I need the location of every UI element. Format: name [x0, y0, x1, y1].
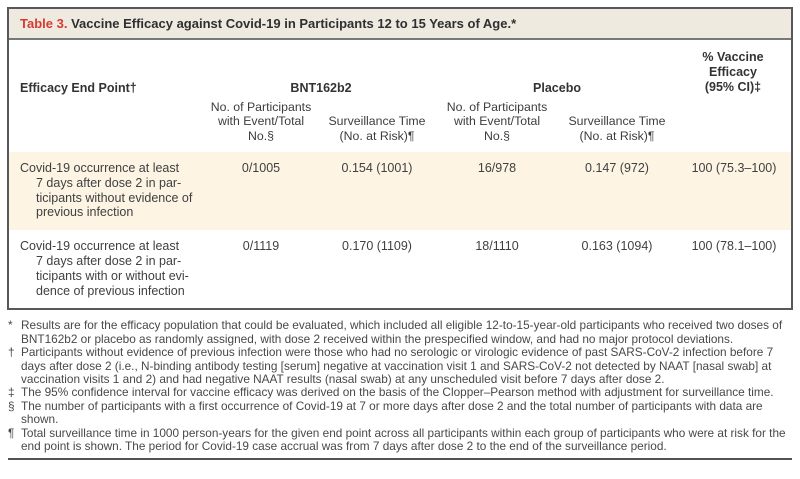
footnote-text: Participants without evidence of previou… — [21, 345, 774, 386]
column-header-efficacy-end-point: Efficacy End Point† — [20, 81, 137, 95]
group-header-bnt162b2: BNT162b2 — [290, 81, 352, 95]
table-number: Table 3. — [20, 16, 68, 31]
placebo-events-value: 18/1110 — [475, 239, 519, 254]
column-header-vaccine-efficacy: % Vaccine Efficacy (95% CI)‡ — [702, 50, 764, 94]
group-header-placebo: Placebo — [533, 81, 581, 95]
endpoint-label: Covid-19 occurrence at least 7 days afte… — [20, 161, 193, 220]
footnote-symbol: ‡ — [8, 385, 15, 400]
group-header-row: Efficacy End Point† BNT162b2 Placebo % V… — [9, 50, 791, 95]
endpoint-label: Covid-19 occurrence at least 7 days afte… — [20, 239, 189, 298]
footnote-symbol: * — [8, 318, 13, 333]
vaccine-efficacy-value: 100 (78.1–100) — [691, 239, 777, 254]
bottom-rule — [8, 458, 792, 461]
table-title: Table 3. Vaccine Efficacy against Covid-… — [9, 9, 791, 40]
footnote-text: The 95% confidence interval for vaccine … — [21, 385, 774, 400]
subheader-row: No. of Participants with Event/Total No.… — [9, 95, 791, 152]
bnt-surveillance-value: 0.170 (1109) — [342, 239, 412, 254]
vaccine-efficacy-value: 100 (75.3–100) — [691, 161, 777, 175]
subheader-placebo-surveillance: Surveillance Time (No. at Risk)¶ — [568, 114, 666, 143]
placebo-surveillance-value: 0.163 (1094) — [581, 239, 653, 254]
footnote-text: Results are for the efficacy population … — [21, 318, 783, 346]
footnote: † Participants without evidence of previ… — [8, 345, 792, 386]
footnote-text: The number of participants with a first … — [21, 398, 763, 427]
bnt-events-value: 0/1005 — [241, 161, 281, 175]
footnotes: * Results are for the efficacy populatio… — [7, 310, 793, 461]
table-title-text: Vaccine Efficacy against Covid-19 in Par… — [67, 16, 517, 31]
table-row: Covid-19 occurrence at least 7 days afte… — [9, 230, 791, 308]
placebo-events-value: 16/978 — [477, 161, 517, 175]
table-3: Table 3. Vaccine Efficacy against Covid-… — [7, 7, 793, 311]
bnt-surveillance-value: 0.154 (1001) — [341, 161, 413, 175]
footnote: ¶ Total surveillance time in 1000 person… — [8, 425, 792, 454]
subheader-placebo-events: No. of Participants with Event/Total No.… — [446, 99, 548, 143]
bnt-events-value: 0/1119 — [242, 239, 280, 254]
table-header: Efficacy End Point† BNT162b2 Placebo % V… — [9, 40, 791, 152]
footnote-text: Total surveillance time in 1000 person-y… — [21, 425, 786, 454]
table-row: Covid-19 occurrence at least 7 days afte… — [9, 152, 791, 231]
subheader-bnt-events: No. of Participants with Event/Total No.… — [210, 99, 312, 143]
footnote: ‡ The 95% confidence interval for vaccin… — [8, 385, 792, 400]
footnote: * Results are for the efficacy populatio… — [8, 319, 792, 346]
page: Table 3. Vaccine Efficacy against Covid-… — [7, 7, 793, 461]
footnote-symbol: ¶ — [8, 425, 15, 440]
footnote-symbol: † — [8, 345, 15, 360]
placebo-surveillance-value: 0.147 (972) — [585, 161, 649, 175]
footnote-symbol: § — [8, 398, 15, 413]
footnote: § The number of participants with a firs… — [8, 398, 792, 427]
subheader-bnt-surveillance: Surveillance Time (No. at Risk)¶ — [328, 114, 426, 143]
